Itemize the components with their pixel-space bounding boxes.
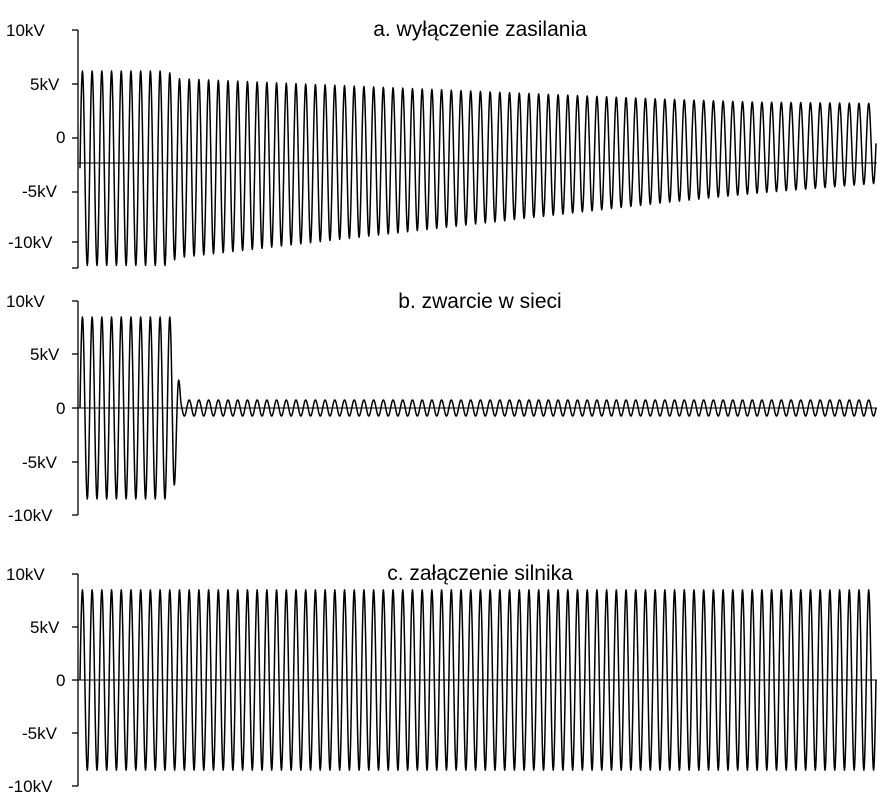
panel-c-waveform [79, 589, 877, 771]
panel-c-ytick-label-10kv: 10kV [6, 565, 45, 584]
panel-c-ytick-label-minus-10kv: -10kV [8, 777, 53, 796]
panel-c-ytick-label-5kv: 5kV [30, 618, 60, 637]
panel-c-title: c. załączenie silnika [387, 562, 573, 585]
panel-a-ytick-label-minus-5kv: -5kV [22, 182, 58, 201]
panel-a-ytick-label-10kv: 10kV [6, 21, 45, 40]
panel-a-ytick-label-0: 0 [56, 128, 65, 147]
panel-b-ytick-label-minus-10kv: -10kV [8, 506, 53, 525]
panel-b: b. zwarcie w sieci 10kV 5kV 0 -5kV -10kV [6, 290, 877, 525]
panel-b-ytick-label-minus-5kv: -5kV [22, 453, 58, 472]
panel-b-waveform [79, 316, 877, 500]
panel-b-title: b. zwarcie w sieci [398, 290, 561, 313]
panel-a-ytick-label-minus-10kv: -10kV [8, 233, 53, 252]
panel-b-ytick-label-10kv: 10kV [6, 292, 45, 311]
panel-a: a. wyłączenie zasilania 10kV 5kV 0 -5kV … [6, 18, 877, 269]
panel-c-ytick-label-minus-5kv: -5kV [22, 724, 58, 743]
panel-b-ytick-label-5kv: 5kV [30, 345, 60, 364]
panel-a-ytick-label-5kv: 5kV [30, 75, 60, 94]
panel-a-title: a. wyłączenie zasilania [373, 18, 587, 41]
panel-c-ytick-label-0: 0 [56, 671, 65, 690]
panel-a-waveform [79, 70, 877, 267]
panel-c: c. załączenie silnika 10kV 5kV 0 -5kV -1… [6, 562, 877, 796]
panel-b-ytick-label-0: 0 [56, 399, 65, 418]
